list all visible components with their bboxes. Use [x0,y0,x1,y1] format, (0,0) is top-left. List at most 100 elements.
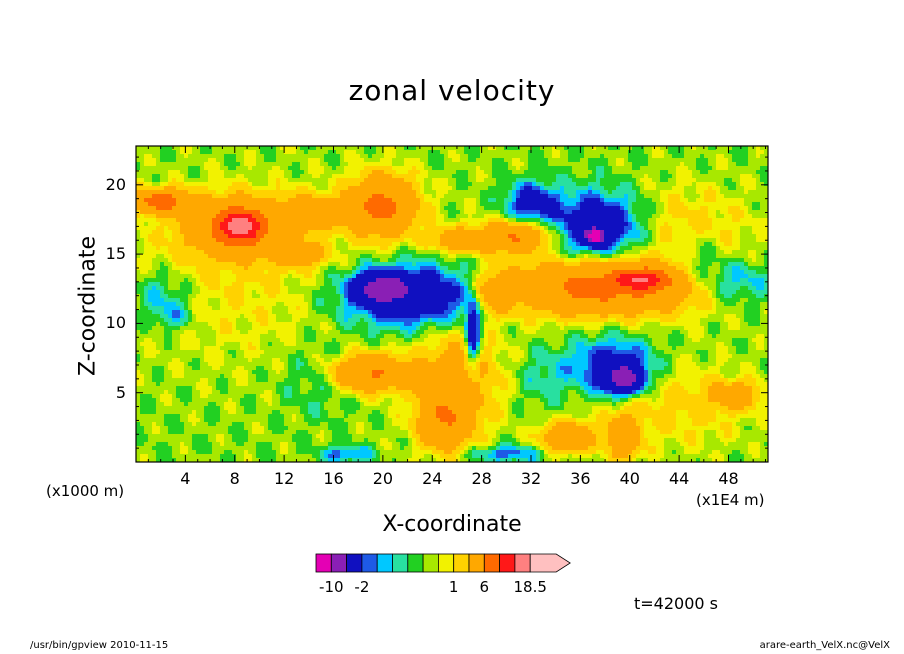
heatmap-cell [252,210,257,215]
heatmap-cell [148,434,153,439]
heatmap-cell [268,342,273,347]
heatmap-cell [260,174,265,179]
heatmap-cell [380,430,385,435]
heatmap-cell [324,346,329,351]
heatmap-cell [200,258,205,263]
heatmap-cell [148,318,153,323]
heatmap-cell [344,390,349,395]
heatmap-cell [188,422,193,427]
heatmap-cell [324,174,329,179]
heatmap-cell [252,198,257,203]
heatmap-cell [332,298,337,303]
heatmap-cell [316,402,321,407]
heatmap-cell [284,362,289,367]
heatmap-cell [328,254,333,259]
heatmap-cell [328,242,333,247]
heatmap-cell [344,330,349,335]
heatmap-cell [196,190,201,195]
heatmap-cell [216,314,221,319]
heatmap-cell [224,386,229,391]
heatmap-cell [204,386,209,391]
heatmap-cell [204,222,209,227]
heatmap-cell [300,314,305,319]
heatmap-cell [220,150,225,155]
heatmap-cell [304,222,309,227]
heatmap-cell [260,410,265,415]
heatmap-cell [168,370,173,375]
heatmap-cell [316,266,321,271]
heatmap-cell [376,258,381,263]
heatmap-cell [192,270,197,275]
heatmap-cell [284,206,289,211]
heatmap-cell [376,326,381,331]
heatmap-cell [252,382,257,387]
heatmap-cell [300,354,305,359]
heatmap-cell [140,254,145,259]
heatmap-cell [292,446,297,451]
heatmap-cell [336,222,341,227]
heatmap-cell [144,438,149,443]
heatmap-cell [284,202,289,207]
heatmap-cell [192,242,197,247]
heatmap-cell [148,290,153,295]
heatmap-cell [204,234,209,239]
heatmap-cell [268,270,273,275]
heatmap-cell [228,314,233,319]
heatmap-cell [324,218,329,223]
heatmap-cell [248,362,253,367]
heatmap-cell [352,414,357,419]
heatmap-cell [196,154,201,159]
heatmap-cell [232,402,237,407]
heatmap-cell [280,150,285,155]
heatmap-cell [232,190,237,195]
heatmap-cell [252,162,257,167]
heatmap-cell [368,258,373,263]
heatmap-cell [280,274,285,279]
heatmap-cell [380,178,385,183]
heatmap-cell [144,338,149,343]
heatmap-cell [312,286,317,291]
heatmap-cell [260,146,265,151]
heatmap-cell [376,286,381,291]
heatmap-cell [352,266,357,271]
heatmap-cell [356,438,361,443]
heatmap-cell [248,254,253,259]
heatmap-cell [248,294,253,299]
heatmap-cell [268,154,273,159]
heatmap-cell [240,274,245,279]
heatmap-cell [184,430,189,435]
heatmap-cell [288,302,293,307]
heatmap-cell [164,250,169,255]
heatmap-cell [380,150,385,155]
heatmap-cell [264,334,269,339]
heatmap-cell [224,378,229,383]
heatmap-cell [280,258,285,263]
heatmap-cell [372,346,377,351]
heatmap-cell [380,414,385,419]
heatmap-cell [248,330,253,335]
heatmap-cell [384,334,389,339]
heatmap-cell [184,262,189,267]
heatmap-cell [260,206,265,211]
heatmap-cell [372,338,377,343]
heatmap-cell [156,450,161,455]
heatmap-cell [300,426,305,431]
heatmap-cell [364,458,369,463]
heatmap-cell [300,262,305,267]
heatmap-cell [152,286,157,291]
heatmap-cell [256,362,261,367]
heatmap-cell [292,206,297,211]
heatmap-cell [240,346,245,351]
heatmap-cell [368,442,373,447]
heatmap-cell [376,314,381,319]
heatmap-cell [192,426,197,431]
heatmap-cell [352,322,357,327]
heatmap-cell [252,342,257,347]
heatmap-cell [188,438,193,443]
heatmap-cell [268,426,273,431]
heatmap-cell [284,402,289,407]
heatmap-cell [336,294,341,299]
heatmap-cell [172,258,177,263]
heatmap-cell [248,310,253,315]
heatmap-cell [344,318,349,323]
